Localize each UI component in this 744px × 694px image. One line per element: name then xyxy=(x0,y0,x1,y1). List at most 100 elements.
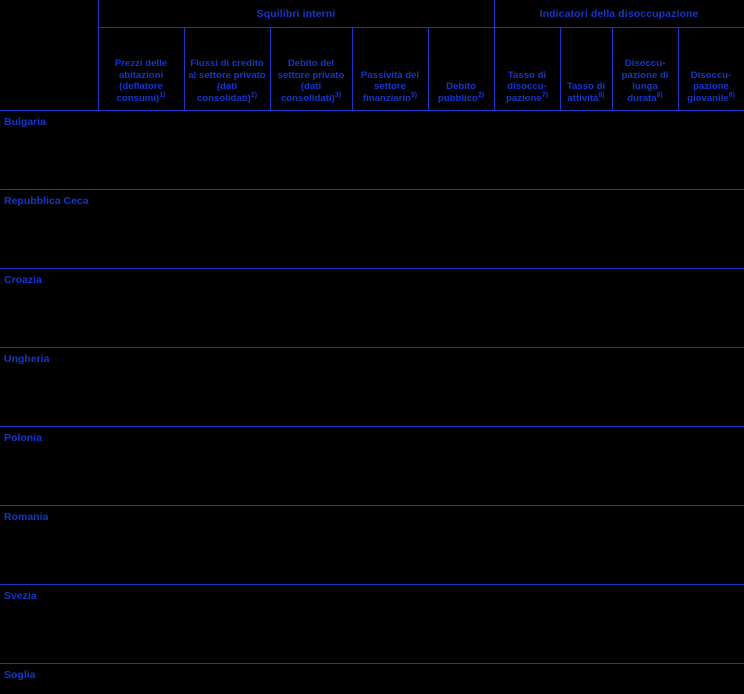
column-header-prezzi-abitazioni: Prezzi delle abitazioni (deflatore consu… xyxy=(98,28,184,111)
table-row: Bulgaria xyxy=(0,111,744,190)
table-cell xyxy=(494,427,560,506)
table-cell xyxy=(494,585,560,664)
column-group-squilibri-interni: Squilibri interni xyxy=(98,0,494,28)
table-row: Repubblica Ceca xyxy=(0,190,744,269)
table-row-threshold: Soglia xyxy=(0,664,744,694)
table-cell xyxy=(612,506,678,585)
row-label-soglia: Soglia xyxy=(0,664,98,694)
table-cell xyxy=(184,585,270,664)
table-cell xyxy=(352,111,428,190)
column-header-disoccupazione-lunga-durata: Disoccu-pazione di lunga durata8) xyxy=(612,28,678,111)
table-cell xyxy=(678,111,744,190)
table-cell xyxy=(612,111,678,190)
table-cell xyxy=(98,506,184,585)
table-cell xyxy=(184,111,270,190)
column-header-tasso-attivita: Tasso di attività8) xyxy=(560,28,612,111)
table-cell xyxy=(428,348,494,427)
table-cell xyxy=(270,664,352,694)
table-cell xyxy=(678,506,744,585)
table-cell xyxy=(612,427,678,506)
row-label-romania: Romania xyxy=(0,506,98,585)
table-cell xyxy=(612,190,678,269)
statistics-table-container: Squilibri interni Indicatori della disoc… xyxy=(0,0,744,656)
header-corner-spacer-lower xyxy=(0,28,98,111)
table-cell xyxy=(560,111,612,190)
row-label-ungheria: Ungheria xyxy=(0,348,98,427)
table-cell xyxy=(352,427,428,506)
table-cell xyxy=(428,664,494,694)
column-header-tasso-disoccupazione: Tasso di disoccu-pazione7) xyxy=(494,28,560,111)
table-cell xyxy=(560,190,612,269)
table-cell xyxy=(560,585,612,664)
table-cell xyxy=(428,111,494,190)
table-cell xyxy=(270,506,352,585)
table-cell xyxy=(184,348,270,427)
table-cell xyxy=(428,427,494,506)
column-header-label: Debito pubblico xyxy=(438,81,478,103)
table-cell xyxy=(184,269,270,348)
table-cell xyxy=(612,269,678,348)
table-cell xyxy=(560,348,612,427)
table-cell xyxy=(612,585,678,664)
column-header-row: Prezzi delle abitazioni (deflatore consu… xyxy=(0,28,744,111)
footnote-marker: 8) xyxy=(598,91,604,98)
row-label-bulgaria: Bulgaria xyxy=(0,111,98,190)
table-cell xyxy=(98,269,184,348)
table-cell xyxy=(352,190,428,269)
column-group-row: Squilibri interni Indicatori della disoc… xyxy=(0,0,744,28)
table-cell xyxy=(352,664,428,694)
table-cell xyxy=(352,269,428,348)
table-cell xyxy=(98,585,184,664)
table-cell xyxy=(560,506,612,585)
footnote-marker: 8) xyxy=(729,91,735,98)
column-group-indicatori-disoccupazione: Indicatori della disoccupazione xyxy=(494,0,744,28)
table-cell xyxy=(352,348,428,427)
table-cell xyxy=(678,427,744,506)
table-cell xyxy=(184,427,270,506)
table-cell xyxy=(494,269,560,348)
table-cell xyxy=(678,585,744,664)
table-cell xyxy=(352,585,428,664)
column-header-debito-settore-privato: Debito del settore privato (dati consoli… xyxy=(270,28,352,111)
table-cell xyxy=(98,427,184,506)
table-cell xyxy=(494,506,560,585)
table-cell xyxy=(184,190,270,269)
column-header-passivita-settore-finanziario: Passività del settore finanziario5) xyxy=(352,28,428,111)
table-cell xyxy=(270,427,352,506)
table-cell xyxy=(270,585,352,664)
table-cell xyxy=(494,664,560,694)
table-cell xyxy=(98,190,184,269)
table-row: Ungheria xyxy=(0,348,744,427)
footnote-marker: 8) xyxy=(657,91,663,98)
table-cell xyxy=(270,190,352,269)
table-cell xyxy=(678,348,744,427)
table-cell xyxy=(612,348,678,427)
table-cell xyxy=(184,664,270,694)
table-cell xyxy=(98,348,184,427)
row-label-croazia: Croazia xyxy=(0,269,98,348)
table-cell xyxy=(270,111,352,190)
table-cell xyxy=(184,506,270,585)
table-cell xyxy=(560,269,612,348)
footnote-marker: 5) xyxy=(411,91,417,98)
column-header-label: Disoccu-pazione giovanile xyxy=(687,70,731,104)
table-row: Svezia xyxy=(0,585,744,664)
header-corner-spacer xyxy=(0,0,98,28)
table-cell xyxy=(678,190,744,269)
table-row: Croazia xyxy=(0,269,744,348)
column-header-debito-pubblico: Debito pubblico2) xyxy=(428,28,494,111)
table-row: Romania xyxy=(0,506,744,585)
table-cell xyxy=(98,111,184,190)
table-row: Polonia xyxy=(0,427,744,506)
row-label-svezia: Svezia xyxy=(0,585,98,664)
row-label-polonia: Polonia xyxy=(0,427,98,506)
table-cell xyxy=(560,427,612,506)
table-cell xyxy=(428,269,494,348)
row-label-repubblica-ceca: Repubblica Ceca xyxy=(0,190,98,269)
table-cell xyxy=(270,269,352,348)
column-header-label: Tasso di disoccu-pazione xyxy=(506,70,547,104)
table-cell xyxy=(560,664,612,694)
table-cell xyxy=(98,664,184,694)
table-cell xyxy=(428,190,494,269)
